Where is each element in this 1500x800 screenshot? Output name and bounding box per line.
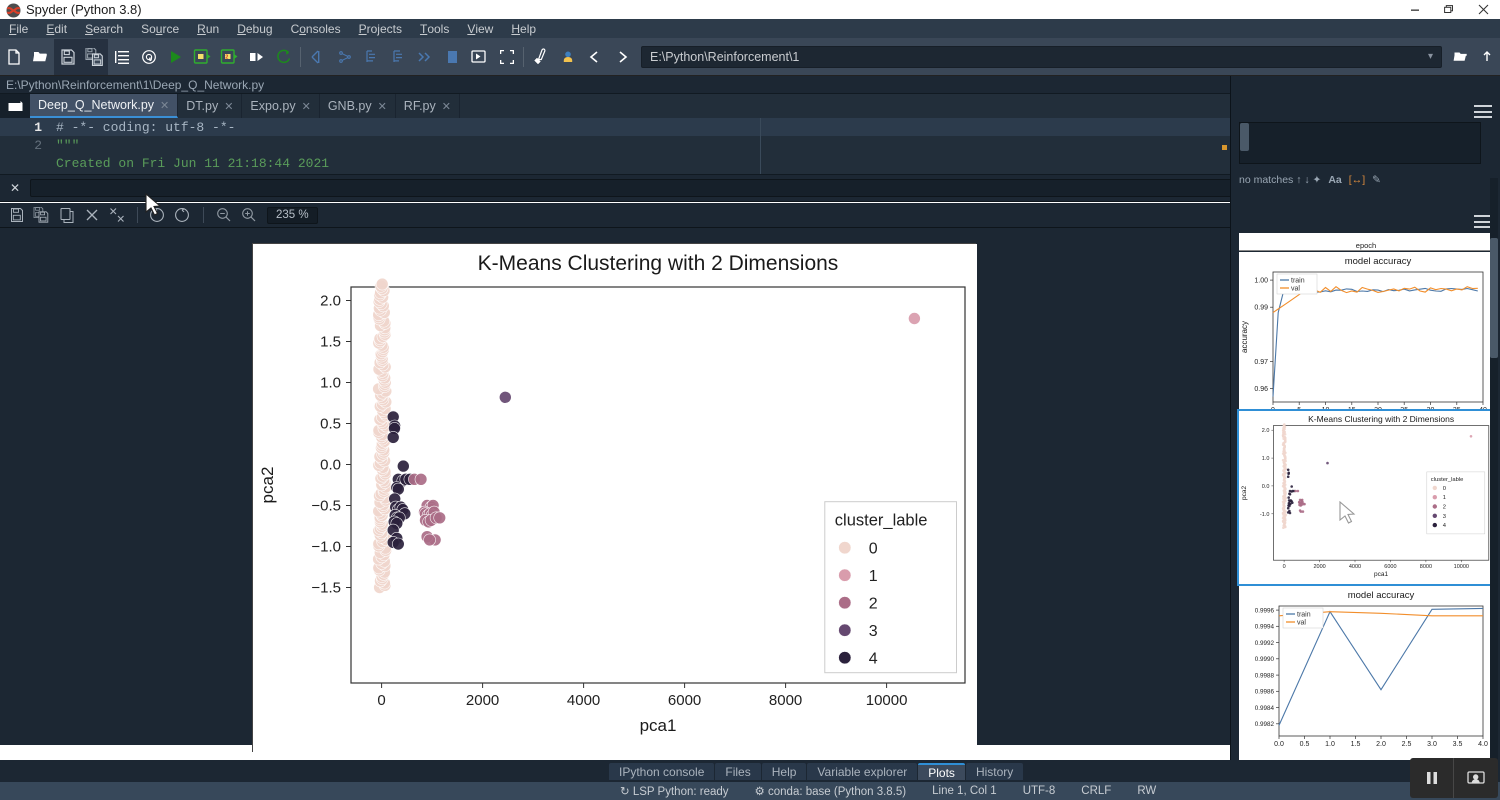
svg-text:2: 2	[225, 54, 228, 60]
svg-text:3.5: 3.5	[1453, 741, 1463, 748]
svg-text:pca2: pca2	[1241, 485, 1248, 499]
svg-text:1.0: 1.0	[1325, 741, 1335, 748]
svg-text:-1.0: -1.0	[1260, 512, 1269, 518]
svg-text:2: 2	[869, 596, 878, 613]
svg-text:−1.0: −1.0	[311, 539, 341, 556]
svg-text:0.0: 0.0	[1262, 484, 1270, 490]
svg-text:0.0: 0.0	[320, 457, 341, 474]
svg-text:0.9982: 0.9982	[1255, 721, 1275, 728]
svg-text:1: 1	[869, 568, 878, 585]
svg-text:6000: 6000	[1384, 564, 1396, 570]
svg-text:val: val	[1297, 620, 1306, 627]
svg-text:4000: 4000	[567, 692, 600, 709]
svg-text:2.0: 2.0	[320, 293, 341, 310]
svg-text:3: 3	[869, 623, 878, 640]
svg-text:0.9996: 0.9996	[1255, 607, 1275, 614]
svg-text:0.97: 0.97	[1254, 359, 1268, 366]
svg-text:6000: 6000	[668, 692, 701, 709]
svg-text:10000: 10000	[866, 692, 908, 709]
svg-text:−1.5: −1.5	[311, 580, 341, 597]
svg-text:accuracy: accuracy	[1240, 321, 1249, 353]
svg-text:4: 4	[869, 651, 878, 668]
svg-text:0.9984: 0.9984	[1255, 705, 1275, 712]
svg-text:2000: 2000	[1313, 564, 1325, 570]
svg-text:2.0: 2.0	[1262, 428, 1270, 434]
svg-text:−0.5: −0.5	[311, 498, 341, 515]
svg-text:3.0: 3.0	[1427, 741, 1437, 748]
svg-text:0.9992: 0.9992	[1255, 640, 1275, 647]
svg-text:0.5: 0.5	[320, 416, 341, 433]
svg-text:train: train	[1297, 612, 1311, 619]
svg-text:0.96: 0.96	[1254, 386, 1268, 393]
svg-text:0.9986: 0.9986	[1255, 689, 1275, 696]
svg-text:0.99: 0.99	[1254, 305, 1268, 312]
svg-text:K-Means Clustering with 2 Dime: K-Means Clustering with 2 Dimensions	[478, 252, 839, 275]
svg-text:4000: 4000	[1349, 564, 1361, 570]
svg-text:0: 0	[1443, 486, 1446, 492]
svg-text:2.5: 2.5	[1402, 741, 1412, 748]
svg-text:1.5: 1.5	[320, 334, 341, 351]
svg-text:0: 0	[869, 541, 878, 558]
svg-text:val: val	[1291, 286, 1300, 293]
svg-text:0: 0	[377, 692, 385, 709]
svg-text:2: 2	[1443, 505, 1446, 511]
svg-text:cluster_lable: cluster_lable	[1431, 477, 1464, 483]
svg-text:2000: 2000	[466, 692, 499, 709]
svg-text:8000: 8000	[1420, 564, 1432, 570]
svg-text:3: 3	[1443, 514, 1446, 520]
svg-text:K-Means Clustering with 2 Dime: K-Means Clustering with 2 Dimensions	[1308, 414, 1454, 424]
svg-text:0.0: 0.0	[1274, 741, 1284, 748]
svg-text:0.9988: 0.9988	[1255, 672, 1275, 679]
svg-text:1.0: 1.0	[320, 375, 341, 392]
svg-text:0.9990: 0.9990	[1255, 656, 1275, 663]
svg-text:10000: 10000	[1454, 564, 1469, 570]
svg-text:1: 1	[1443, 495, 1446, 501]
svg-text:1.5: 1.5	[1351, 741, 1361, 748]
svg-text:pca1: pca1	[1374, 571, 1388, 578]
svg-text:1.00: 1.00	[1254, 278, 1268, 285]
svg-text:pca2: pca2	[258, 467, 277, 504]
svg-text:train: train	[1291, 278, 1305, 285]
svg-text:4.0: 4.0	[1478, 741, 1488, 748]
svg-text:8000: 8000	[769, 692, 802, 709]
svg-text:model accuracy: model accuracy	[1348, 590, 1415, 601]
svg-text:2.0: 2.0	[1376, 741, 1386, 748]
svg-text:pca1: pca1	[640, 716, 677, 735]
svg-text:cluster_lable: cluster_lable	[835, 512, 928, 530]
svg-text:model accuracy: model accuracy	[1345, 256, 1412, 267]
svg-text:1.0: 1.0	[1262, 456, 1270, 462]
svg-text:0: 0	[1283, 564, 1286, 570]
svg-text:0.5: 0.5	[1300, 741, 1310, 748]
svg-text:0.9994: 0.9994	[1255, 624, 1275, 631]
